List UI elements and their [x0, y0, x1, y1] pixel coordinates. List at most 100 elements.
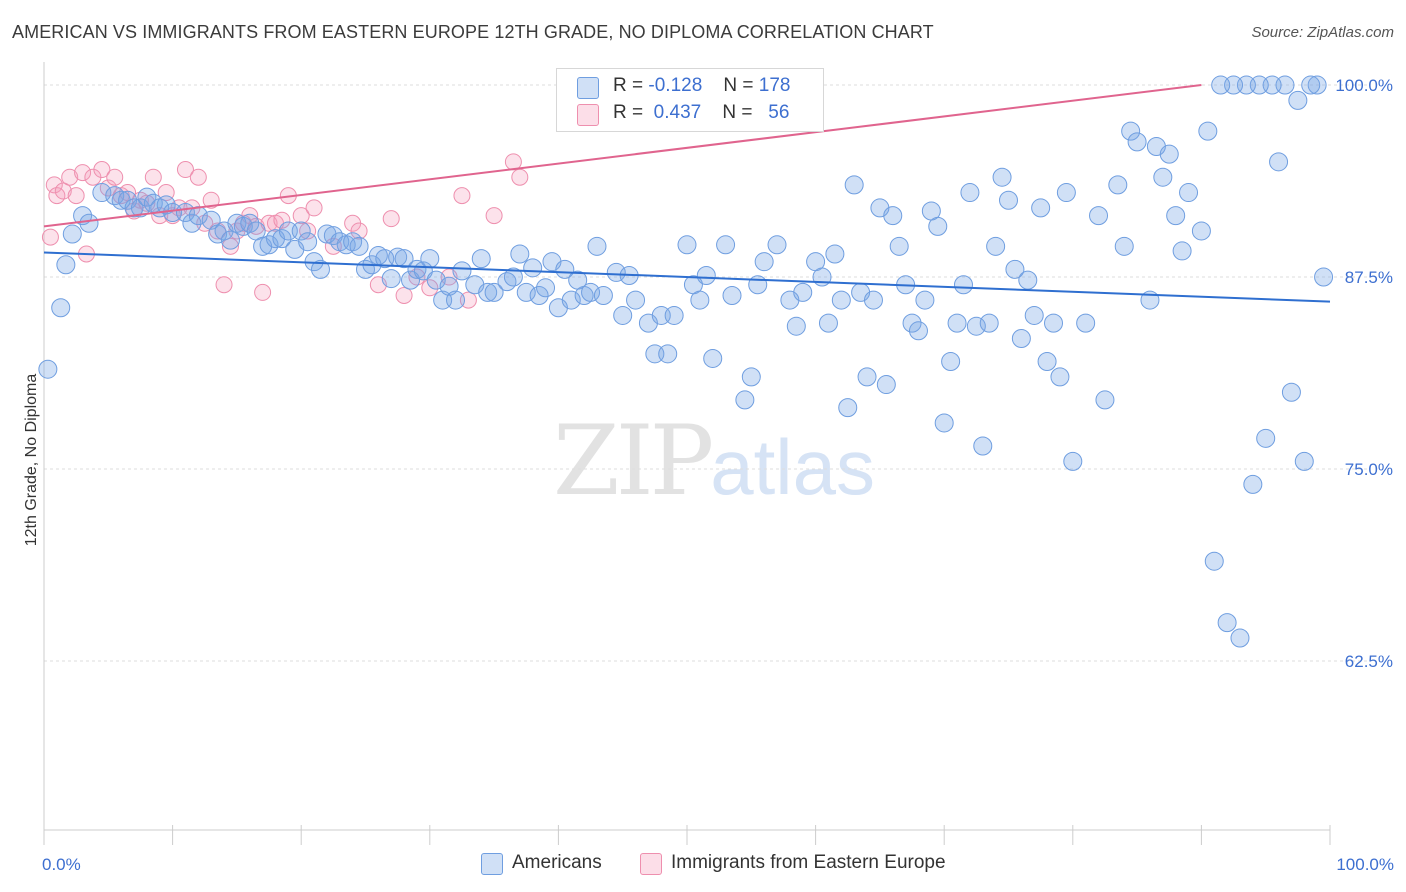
point-americans — [1281, 382, 1301, 402]
point-americans — [960, 183, 980, 203]
point-americans — [973, 436, 993, 456]
point-immigrants — [45, 176, 63, 194]
point-americans — [908, 321, 928, 341]
point-americans — [156, 195, 176, 215]
point-americans — [915, 290, 935, 310]
point-americans — [1044, 313, 1064, 333]
label-layer: 100.0% 87.5% 75.0% 62.5% 0.0% 100.0% — [42, 76, 1394, 874]
point-americans — [478, 282, 498, 302]
point-americans — [581, 282, 601, 302]
point-americans — [690, 290, 710, 310]
point-americans — [1172, 241, 1192, 261]
point-immigrants — [189, 168, 207, 186]
point-americans — [298, 232, 318, 252]
trend-line-americans — [43, 251, 1331, 303]
point-immigrants — [511, 168, 529, 186]
point-americans — [220, 230, 240, 250]
point-americans — [606, 262, 626, 282]
legend-swatch-americans — [577, 77, 599, 99]
point-americans — [310, 259, 330, 279]
grid-layer — [44, 84, 1370, 662]
point-americans — [1121, 121, 1141, 141]
watermark-zip: ZIP — [553, 405, 714, 517]
point-americans — [1024, 305, 1044, 325]
point-americans — [1314, 267, 1334, 287]
point-americans — [1269, 152, 1289, 172]
point-americans — [523, 258, 543, 278]
point-americans — [201, 210, 221, 230]
point-americans — [1301, 75, 1321, 95]
point-americans — [561, 290, 581, 310]
point-americans — [857, 367, 877, 387]
point-americans — [124, 198, 144, 218]
point-americans — [1114, 236, 1134, 256]
point-americans — [182, 213, 202, 233]
point-immigrants — [74, 164, 92, 182]
point-immigrants — [215, 276, 233, 294]
point-americans — [1230, 628, 1250, 648]
legend-n-label: N = — [723, 75, 754, 96]
point-americans — [446, 290, 466, 310]
point-americans — [349, 236, 369, 256]
point-americans — [754, 252, 774, 272]
point-americans — [1159, 144, 1179, 164]
point-americans — [677, 235, 697, 255]
point-immigrants — [221, 237, 239, 255]
y-tick-label: 100.0% — [1335, 76, 1393, 95]
y-tick-label: 62.5% — [1345, 652, 1393, 671]
watermark-atlas: atlas — [710, 423, 875, 511]
point-immigrants — [273, 211, 291, 229]
point-immigrants — [176, 161, 194, 179]
point-americans — [1095, 390, 1115, 410]
point-americans — [272, 229, 292, 249]
point-americans — [767, 235, 787, 255]
point-americans — [439, 276, 459, 296]
point-americans — [1204, 551, 1224, 571]
point-americans — [587, 236, 607, 256]
point-americans — [516, 282, 536, 302]
point-americans — [79, 213, 99, 233]
trend-line-immigrants — [43, 84, 1202, 228]
point-americans — [1089, 206, 1109, 226]
point-americans — [130, 198, 150, 218]
point-americans — [1153, 167, 1173, 187]
point-americans — [741, 367, 761, 387]
legend-n-value-americans: 178 — [758, 75, 791, 96]
point-americans — [92, 183, 112, 203]
point-americans — [793, 282, 813, 302]
point-americans — [420, 249, 440, 269]
point-americans — [947, 313, 967, 333]
legend-r-value-americans: -0.128 — [648, 75, 703, 96]
point-americans — [1256, 428, 1276, 448]
point-americans — [966, 316, 986, 336]
point-americans — [1108, 175, 1128, 195]
point-immigrants — [299, 222, 317, 240]
point-immigrants — [106, 168, 124, 186]
point-americans — [1076, 313, 1096, 333]
point-americans — [889, 236, 909, 256]
point-immigrants — [67, 187, 85, 205]
point-americans — [934, 413, 954, 433]
point-immigrants — [196, 214, 214, 232]
point-americans — [1179, 183, 1199, 203]
legend-r-label: R = — [613, 75, 644, 96]
point-americans — [626, 290, 646, 310]
point-americans — [664, 305, 684, 325]
point-americans — [825, 244, 845, 264]
point-americans — [786, 316, 806, 336]
point-americans — [401, 270, 421, 290]
point-americans — [1288, 90, 1308, 110]
point-americans — [381, 269, 401, 289]
point-immigrants — [305, 199, 323, 217]
point-americans — [703, 348, 723, 368]
point-americans — [484, 282, 504, 302]
point-immigrants — [421, 279, 439, 297]
point-americans — [722, 285, 742, 305]
legend-label-immigrants: Immigrants from Eastern Europe — [671, 852, 946, 873]
point-americans — [716, 235, 736, 255]
point-americans — [1243, 474, 1263, 494]
legend-label-americans: Americans — [512, 852, 602, 873]
point-americans — [510, 244, 530, 264]
point-immigrants — [202, 191, 220, 209]
legend-swatch-immigrants — [577, 104, 599, 126]
